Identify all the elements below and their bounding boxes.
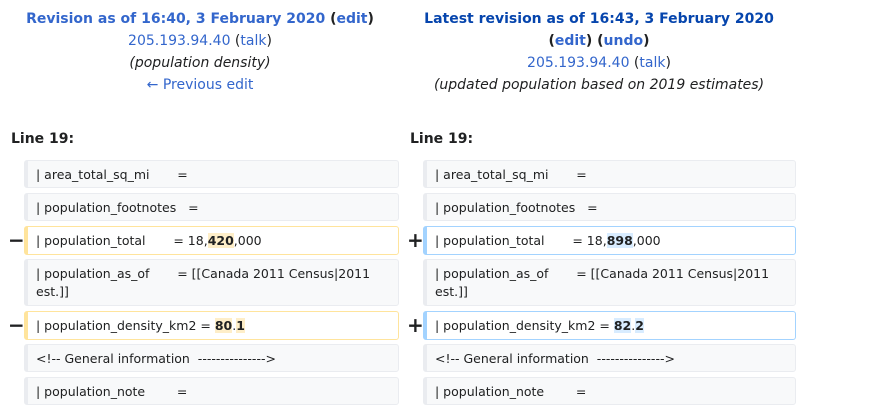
left-talk-link[interactable]: talk	[240, 33, 267, 49]
right-line-number: Line 19:	[410, 131, 474, 147]
previous-edit-link[interactable]: ← Previous edit	[146, 77, 254, 93]
deleted-line-marker: −	[8, 228, 25, 252]
added-line-marker: +	[407, 313, 424, 337]
diff-context-left: | population_as_of = [[Canada 2011 Censu…	[24, 259, 399, 306]
left-revision-header: Revision as of 16:40, 3 February 2020 (e…	[0, 8, 400, 96]
right-edit-link[interactable]: edit	[554, 33, 586, 49]
deleted-text: 80	[214, 318, 233, 333]
diff-context-left: <!-- General information ---------------…	[24, 344, 399, 372]
left-revision-link[interactable]: Revision as of 16:40, 3 February 2020	[26, 11, 326, 27]
deleted-line-marker: −	[8, 313, 25, 337]
diff-deleted-line: | population_density_km2 = 80.1	[24, 311, 399, 340]
deleted-text: 420	[207, 233, 234, 248]
left-edit-link[interactable]: edit	[336, 11, 368, 27]
diff-added-line: | population_density_km2 = 82.2	[423, 311, 796, 340]
added-text: 898	[606, 233, 633, 248]
diff-context-left: | area_total_sq_mi =	[24, 160, 399, 188]
diff-context-right: | area_total_sq_mi =	[423, 160, 796, 188]
diff-context-left: | population_footnotes =	[24, 193, 399, 221]
right-user-link[interactable]: 205.193.94.40	[527, 55, 630, 71]
diff-context-right: | population_note =	[423, 377, 796, 405]
right-edit-summary: (updated population based on 2019 estima…	[433, 77, 765, 93]
diff-context-right: | population_as_of = [[Canada 2011 Censu…	[423, 259, 796, 306]
added-line-marker: +	[407, 228, 424, 252]
left-user-link[interactable]: 205.193.94.40	[128, 33, 231, 49]
right-talk-link[interactable]: talk	[639, 55, 666, 71]
added-text: 82	[613, 318, 632, 333]
diff-context-right: | population_footnotes =	[423, 193, 796, 221]
right-undo-link[interactable]: undo	[603, 33, 644, 49]
added-text: 2	[635, 318, 644, 333]
right-revision-header: Latest revision as of 16:43, 3 February …	[399, 8, 799, 96]
diff-context-left: | population_note =	[24, 377, 399, 405]
right-revision-link[interactable]: Latest revision as of 16:43, 3 February …	[424, 11, 774, 27]
diff-context-right: <!-- General information ---------------…	[423, 344, 796, 372]
deleted-text: 1	[236, 318, 245, 333]
diff-deleted-line: | population_total = 18,420,000	[24, 226, 399, 255]
diff-added-line: | population_total = 18,898,000	[423, 226, 796, 255]
left-edit-summary: (population density)	[129, 55, 271, 71]
left-line-number: Line 19:	[11, 131, 75, 147]
